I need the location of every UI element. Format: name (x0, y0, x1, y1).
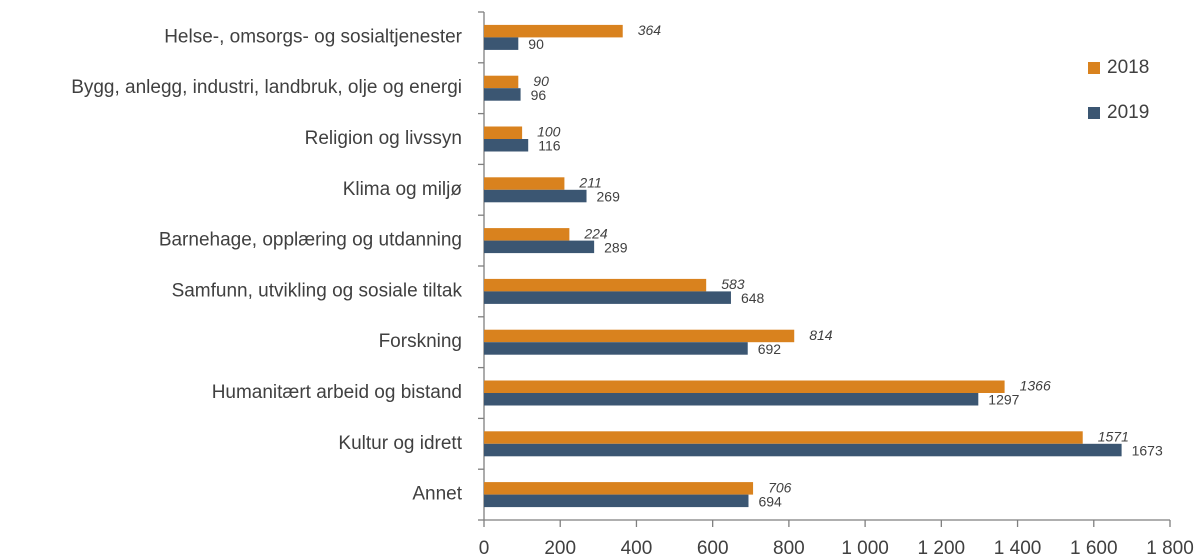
x-tick-label: 400 (621, 538, 653, 558)
bar (484, 75, 519, 89)
value-label: 269 (597, 189, 621, 205)
x-tick-label: 200 (544, 538, 576, 558)
value-label: 96 (531, 87, 547, 103)
bar (484, 139, 529, 152)
value-label: 116 (538, 138, 561, 154)
x-tick-label: 0 (479, 538, 490, 558)
value-label: 100 (537, 124, 561, 140)
category-label: Religion og livssyn (305, 128, 462, 149)
bar (484, 393, 979, 406)
bar (484, 443, 1122, 457)
legend-label: 2018 (1107, 57, 1149, 78)
legend-swatch (1088, 62, 1100, 74)
value-label: 364 (638, 22, 662, 38)
value-label: 706 (768, 479, 792, 495)
value-label: 1571 (1098, 429, 1129, 445)
bar (484, 228, 570, 241)
bar (484, 482, 754, 495)
x-tick-label: 1 000 (841, 538, 889, 558)
value-label: 648 (741, 290, 765, 306)
x-tick-label: 1 200 (918, 538, 966, 558)
value-label: 224 (583, 225, 608, 241)
value-label: 1297 (988, 392, 1019, 408)
value-label: 1673 (1132, 443, 1163, 459)
x-tick-label: 800 (773, 538, 805, 558)
bar (484, 24, 623, 38)
category-label: Samfunn, utvikling og sosiale tiltak (172, 280, 463, 301)
legend-swatch (1088, 107, 1100, 119)
bar (484, 431, 1083, 444)
category-label: Kultur og idrett (338, 433, 462, 454)
bar (484, 88, 521, 101)
legend-label: 2019 (1107, 102, 1149, 123)
bar (484, 37, 519, 50)
value-label: 1366 (1020, 378, 1051, 394)
category-label: Bygg, anlegg, industri, landbruk, olje o… (71, 77, 462, 98)
bar (484, 291, 731, 304)
x-tick-label: 1 400 (994, 538, 1042, 558)
value-label: 583 (721, 276, 745, 292)
value-label: 692 (758, 341, 782, 357)
bar (484, 380, 1005, 393)
category-label: Forskning (379, 331, 462, 352)
x-tick-label: 600 (697, 538, 729, 558)
bar (484, 329, 795, 343)
value-label: 211 (578, 175, 601, 191)
bar (484, 126, 523, 139)
value-label: 814 (809, 327, 833, 343)
category-label: Helse-, omsorgs- og sosialtjenester (164, 26, 462, 47)
bar (484, 240, 595, 254)
category-label: Klima og miljø (343, 179, 463, 200)
bar (484, 342, 748, 355)
x-tick-label: 1 800 (1146, 538, 1194, 558)
bar (484, 494, 749, 508)
value-label: 694 (758, 493, 782, 509)
category-label: Barnehage, opplæring og utdanning (159, 230, 462, 251)
bar (484, 278, 707, 292)
bar (484, 189, 587, 203)
category-label: Annet (412, 484, 462, 505)
x-tick-label: 1 600 (1070, 538, 1118, 558)
bar (484, 177, 565, 190)
value-label: 90 (528, 36, 544, 52)
value-label: 289 (604, 239, 628, 255)
value-label: 90 (533, 73, 549, 89)
category-label: Humanitært arbeid og bistand (212, 382, 462, 403)
